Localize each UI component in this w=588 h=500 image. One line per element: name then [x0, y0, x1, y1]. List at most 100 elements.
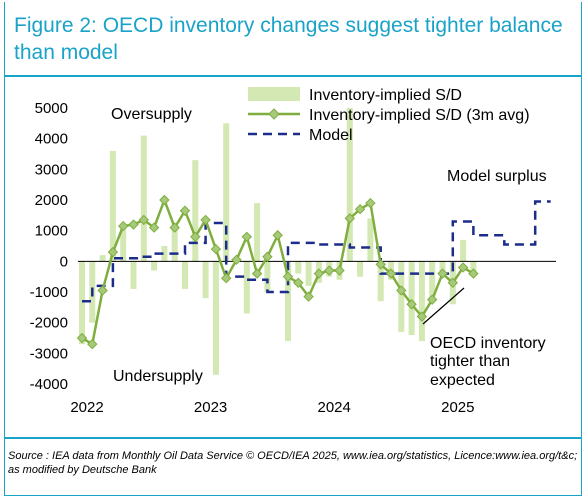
avg-point-25 [334, 265, 345, 276]
avg-point-34 [426, 294, 438, 305]
chart-svg: 5000 4000 3000 2000 1000 0 -1000 -2000 -3000 -400… [30, 87, 556, 416]
oecd-note-line1: OECD inventory [430, 335, 546, 352]
avg-point-31 [396, 285, 407, 296]
y-tick-6: -1000 [30, 284, 68, 301]
avg-point-7 [148, 222, 160, 233]
y-tick-9: -4000 [30, 376, 68, 393]
bar-18 [264, 261, 271, 292]
avg-point-15 [231, 254, 242, 266]
avg-point-33 [416, 311, 428, 322]
bar-20 [285, 261, 291, 342]
source-divider [4, 437, 582, 439]
avg-point-18 [262, 251, 273, 262]
bar-13 [212, 261, 219, 375]
bar-33 [418, 261, 425, 342]
bar-17 [254, 203, 261, 262]
bar-14 [223, 123, 230, 262]
avg-point-12 [200, 214, 211, 226]
legend-label-bars: Inventory-implied S/D [309, 87, 462, 104]
avg-point-19 [272, 230, 283, 241]
bar-38 [470, 261, 477, 274]
avg-point-35 [437, 268, 448, 279]
oecd-note-arrow [422, 287, 465, 325]
avg-point-29 [375, 259, 386, 270]
avg-point-37 [457, 262, 469, 273]
x-tick-3: 2025 [441, 399, 474, 416]
bar-32 [408, 261, 415, 335]
avg-point-38 [468, 268, 479, 279]
avg-point-11 [190, 231, 201, 243]
avg-point-2 [97, 285, 108, 296]
avg-point-21 [293, 277, 304, 289]
avg-point-20 [282, 271, 294, 282]
figure-frame [4, 2, 582, 496]
bar-16 [243, 261, 250, 314]
bar-28 [367, 218, 374, 262]
legend-label-avg: Inventory-implied S/D (3m avg) [309, 107, 530, 124]
y-tick-5: 0 [60, 253, 68, 270]
bar-10 [182, 261, 188, 289]
avg-point-22 [303, 291, 314, 302]
avg-point-16 [241, 231, 253, 243]
model-layer [82, 200, 551, 303]
bar-31 [398, 261, 405, 332]
bar-21 [295, 261, 302, 274]
chart-title: Figure 2: OECD inventory changes suggest… [14, 14, 563, 64]
avg-point-28 [365, 197, 376, 209]
bar-29 [377, 261, 384, 302]
avg-point-24 [323, 265, 335, 276]
bar-3 [109, 150, 116, 262]
avg-point-14 [220, 272, 232, 284]
legend-bar-swatch [248, 87, 300, 101]
bar-12 [202, 261, 209, 299]
bar-11 [192, 160, 199, 262]
avg-point-5 [128, 219, 139, 230]
bar-7 [151, 261, 158, 271]
avg-point-6 [138, 214, 150, 226]
avg-point-13 [210, 243, 222, 255]
y-tick-8: -3000 [30, 345, 68, 362]
bar-5 [130, 261, 137, 289]
avg-point-17 [251, 268, 263, 279]
undersupply-label: Undersupply [113, 368, 203, 385]
y-tick-1: 4000 [35, 131, 68, 148]
avg-line-layer [76, 194, 479, 350]
legend: Inventory-implied S/D Inventory-implied … [248, 87, 530, 144]
avg-point-32 [406, 299, 417, 310]
y-axis: 5000 4000 3000 2000 1000 0 -1000 -2000 -3000 -400… [30, 100, 68, 393]
y-tick-2: 3000 [35, 161, 68, 178]
bar-0 [79, 261, 85, 345]
y-tick-0: 5000 [35, 100, 68, 117]
x-axis: 2022 2023 2024 2025 [70, 399, 474, 416]
oversupply-label: Oversupply [111, 106, 192, 123]
bar-34 [429, 261, 436, 302]
bar-26 [346, 108, 353, 262]
avg-point-4 [117, 220, 129, 232]
bar-9 [171, 224, 178, 262]
bar-2 [99, 255, 106, 262]
avg-point-36 [447, 277, 459, 289]
y-tick-7: -2000 [30, 315, 68, 332]
avg-point-23 [313, 268, 325, 279]
source-note: Source : IEA data from Monthly Oil Data … [8, 450, 578, 476]
oecd-note-line2: tighter than [430, 353, 510, 370]
avg-point-1 [87, 338, 98, 350]
bar-4 [120, 224, 127, 262]
bar-22 [305, 261, 312, 286]
y-tick-3: 2000 [35, 192, 68, 209]
y-tick-4: 1000 [35, 223, 68, 240]
bars-layer [79, 108, 477, 375]
avg-point-9 [169, 222, 180, 233]
bar-8 [161, 246, 168, 262]
oecd-note-line3: expected [430, 372, 495, 389]
bar-37 [460, 239, 467, 262]
avg-point-30 [385, 268, 397, 279]
bar-6 [140, 135, 147, 262]
title-divider [4, 75, 582, 77]
bar-27 [357, 261, 364, 277]
avg-point-8 [159, 194, 170, 206]
legend-diamond-marker [268, 108, 280, 120]
avg-point-3 [107, 246, 119, 258]
avg-point-27 [354, 203, 366, 215]
legend-label-model: Model [309, 127, 353, 144]
